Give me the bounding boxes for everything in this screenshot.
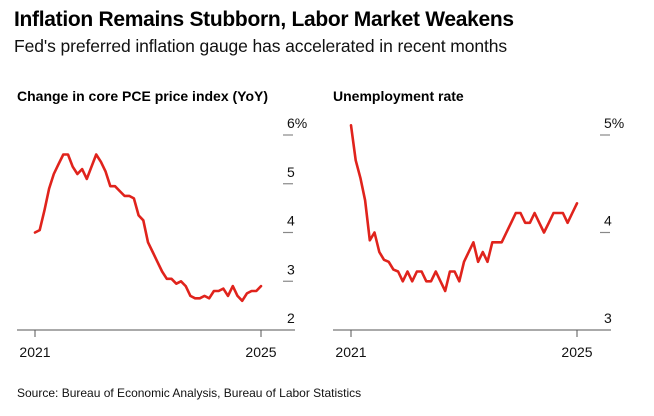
- y-tick-label: 5%: [604, 115, 624, 131]
- y-tick-label: 6%: [287, 115, 307, 131]
- x-tick-label: 2025: [245, 344, 276, 360]
- y-tick-label: 4: [287, 213, 295, 229]
- x-tick-label: 2021: [19, 344, 50, 360]
- y-tick-label: 4: [604, 213, 612, 229]
- pce-chart: 6% 5 4 3 2 2021 2025: [17, 115, 307, 360]
- y-tick-label: 3: [287, 261, 295, 277]
- chart-subtitle: Fed's preferred inflation gauge has acce…: [14, 36, 508, 56]
- unemployment-panel-title: Unemployment rate: [333, 88, 464, 104]
- series-line: [349, 124, 579, 293]
- x-tick-label: 2021: [335, 344, 366, 360]
- y-tick-label: 2: [287, 310, 295, 326]
- pce-panel-title: Change in core PCE price index (YoY): [17, 88, 269, 104]
- source-note: Source: Bureau of Economic Analysis, Bur…: [17, 386, 362, 400]
- x-tick-label: 2025: [561, 344, 592, 360]
- y-tick-label: 5: [287, 164, 295, 180]
- y-tick-label: 3: [604, 310, 612, 326]
- unemployment-chart: 5% 4 3 2021 2025: [333, 115, 624, 360]
- chart-title: Inflation Remains Stubborn, Labor Market…: [14, 8, 514, 31]
- series-line: [33, 153, 263, 303]
